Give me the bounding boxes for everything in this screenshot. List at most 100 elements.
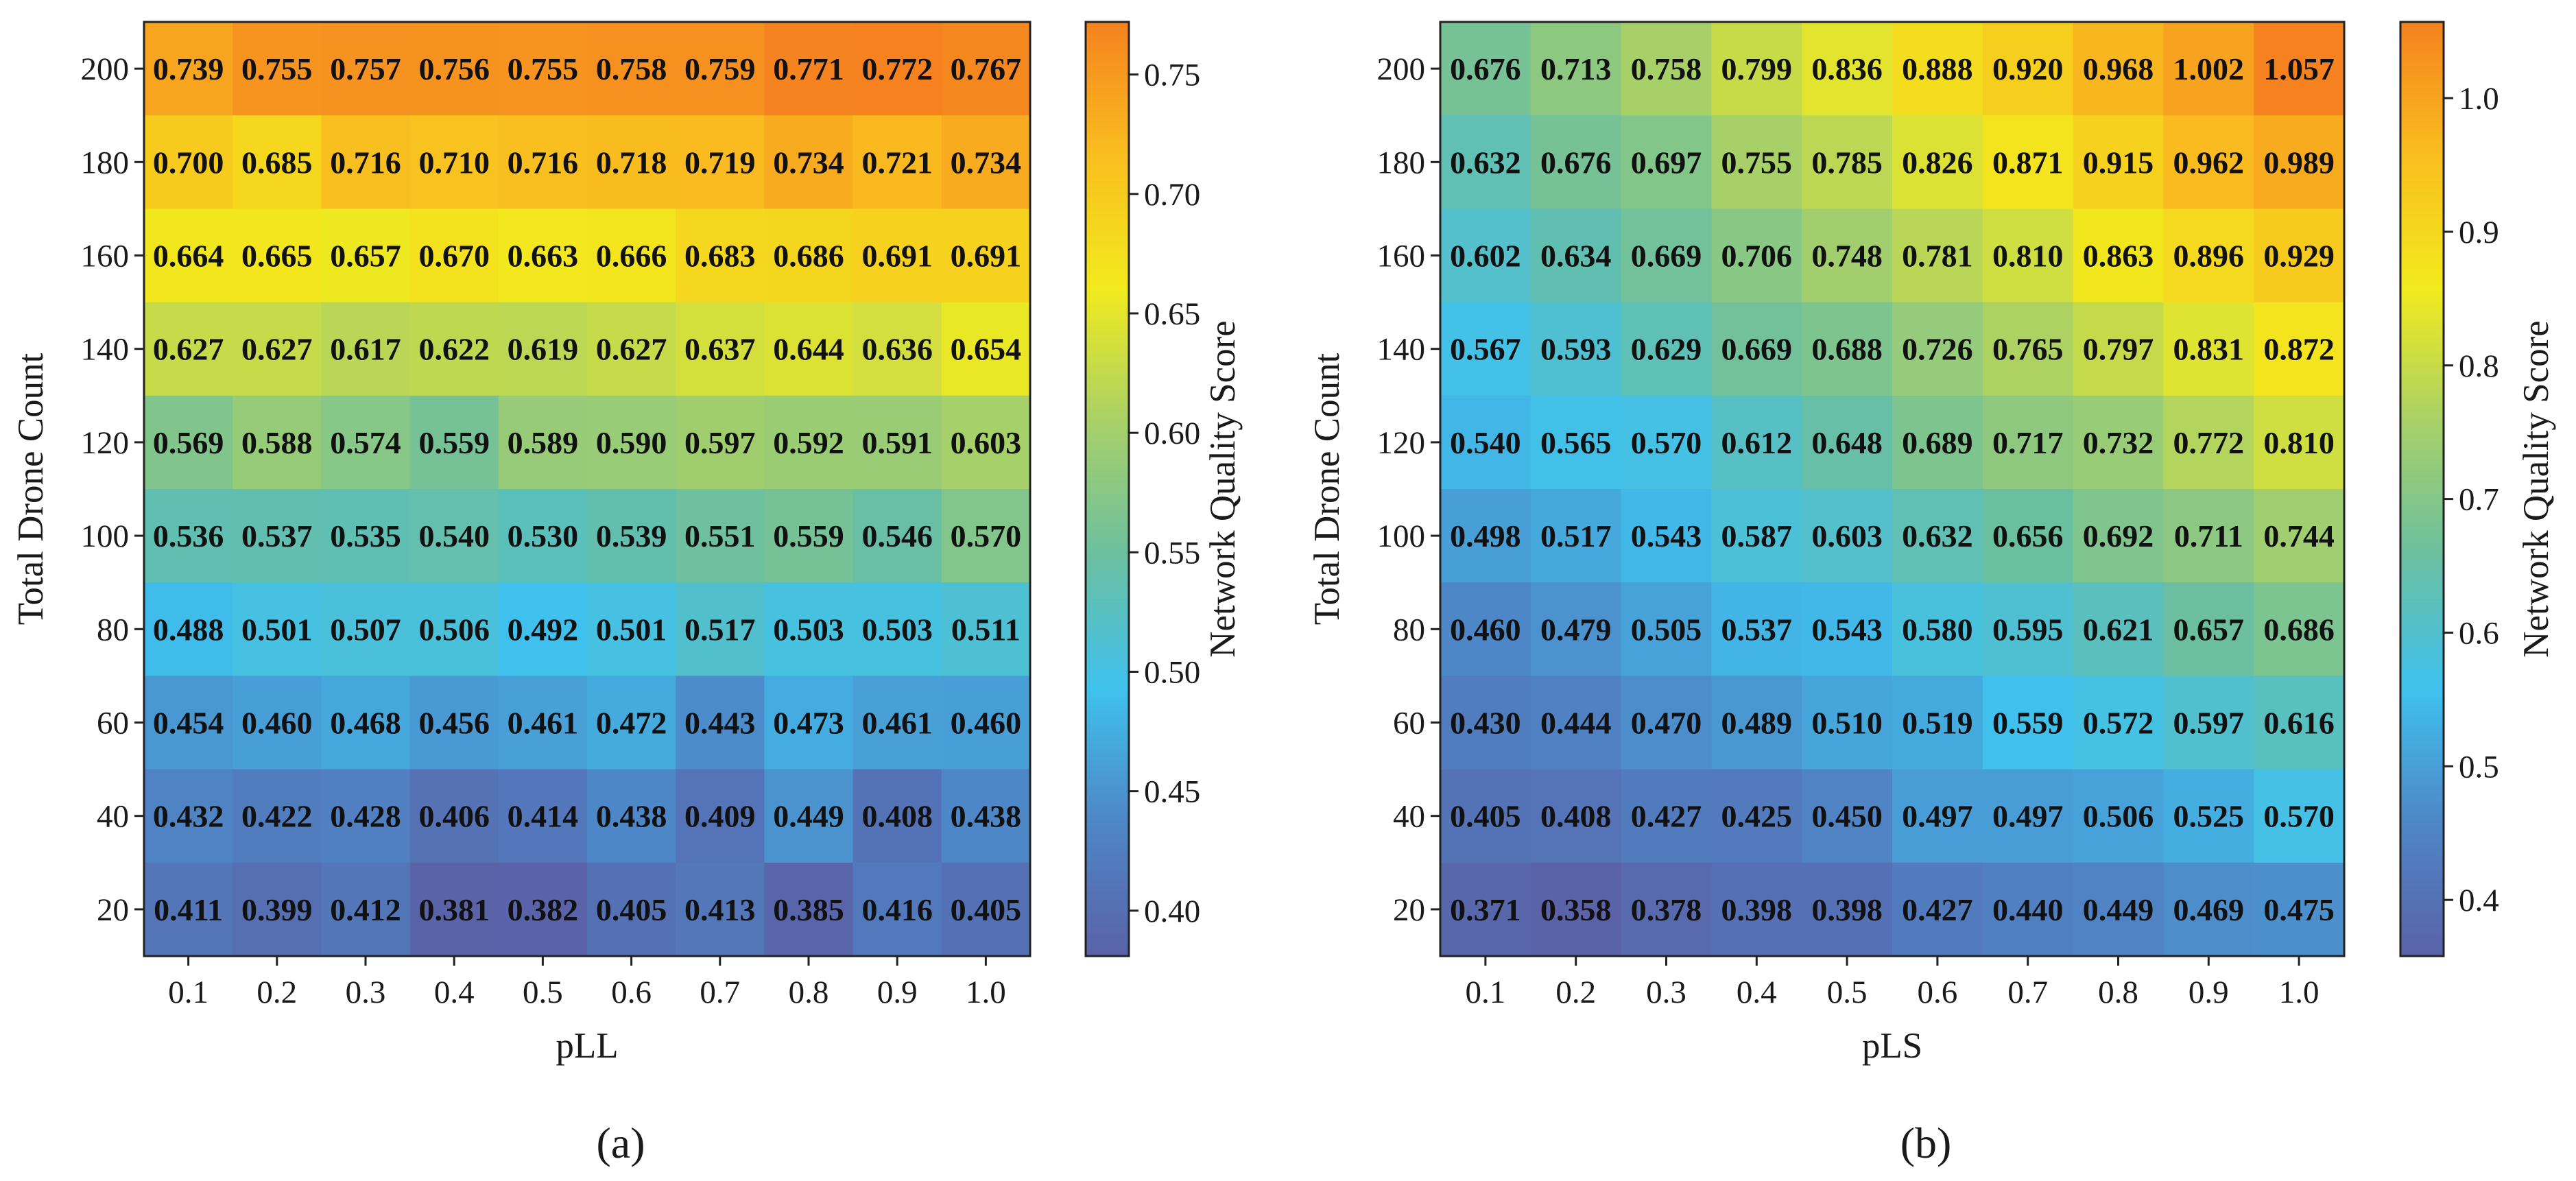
heatmap-cell xyxy=(676,676,765,770)
heatmap-cell xyxy=(1802,862,1893,957)
cell-value-label: 0.428 xyxy=(330,799,401,834)
heatmap-cell xyxy=(941,22,1031,116)
cell-value-label: 0.449 xyxy=(773,799,844,834)
heatmap-cell xyxy=(2254,862,2345,957)
cell-value-label: 0.427 xyxy=(1902,892,1973,927)
cell-value-label: 0.408 xyxy=(1540,799,1612,834)
cell-value-label: 0.511 xyxy=(951,612,1021,647)
x-tick-label: 0.8 xyxy=(2098,975,2138,1010)
cell-value-label: 0.456 xyxy=(418,706,490,741)
cell-value-label: 0.479 xyxy=(1540,612,1612,647)
colorbar-tick-label: 0.4 xyxy=(2459,883,2499,918)
cell-value-label: 0.461 xyxy=(861,706,933,741)
cell-value-label: 0.405 xyxy=(1450,799,1521,834)
heatmap-cell xyxy=(1440,395,1531,490)
cell-value-label: 0.413 xyxy=(684,892,756,927)
heatmap-cells-b: 0.676 0.713 0.758 0.799 0.836 0.888 0.920 0.968… xyxy=(1440,22,2345,957)
x-tick-label: 0.2 xyxy=(1555,975,1596,1010)
cell-value-label: 0.617 xyxy=(330,332,401,367)
x-tick-label: 0.4 xyxy=(1737,975,1777,1010)
heatmap-cell xyxy=(2163,769,2254,863)
cell-value-label: 0.507 xyxy=(330,612,401,647)
cell-value-label: 0.517 xyxy=(684,612,756,647)
cell-value-label: 0.616 xyxy=(2263,706,2335,741)
cell-value-label: 0.744 xyxy=(2263,518,2335,553)
heatmap-cell xyxy=(2073,676,2164,770)
axis-ticks-b: 0.1 0.2 0.3 0.4 0.5 0.6 0.7 0.8 0.9 1.0 200 180 160 1… xyxy=(1377,51,2319,1010)
cell-value-label: 0.772 xyxy=(861,51,933,86)
cell-value-label: 0.535 xyxy=(330,518,401,553)
cell-value-label: 0.443 xyxy=(684,706,756,741)
heatmap-cell xyxy=(1892,769,1983,863)
cell-value-label: 0.543 xyxy=(1811,612,1883,647)
cell-value-label: 0.405 xyxy=(596,892,667,927)
cell-value-label: 0.406 xyxy=(418,799,490,834)
cell-value-label: 0.460 xyxy=(241,706,313,741)
heatmap-cell xyxy=(1711,489,1802,583)
cell-value-label: 0.665 xyxy=(241,239,313,274)
colorbar-label-a: Network Quality Score xyxy=(1203,320,1243,658)
heatmap-cell xyxy=(1440,22,1531,116)
cell-value-label: 0.503 xyxy=(861,612,933,647)
heatmap-cell xyxy=(409,115,499,209)
cell-value-label: 0.710 xyxy=(418,145,490,180)
heatmap-cell xyxy=(232,769,322,863)
cell-value-label: 0.580 xyxy=(1902,612,1973,647)
heatmap-cell xyxy=(498,302,588,396)
heatmap-cell xyxy=(1982,862,2074,957)
colorbar-b xyxy=(2399,21,2445,957)
cell-value-label: 0.497 xyxy=(1992,799,2064,834)
x-tick-label: 0.6 xyxy=(611,975,652,1010)
cell-value-label: 0.686 xyxy=(2263,612,2335,647)
heatmap-cell xyxy=(764,115,854,209)
heatmap-cell xyxy=(852,862,942,957)
cell-value-label: 0.438 xyxy=(951,799,1022,834)
heatmap-cell xyxy=(409,676,499,770)
heatmap-cell xyxy=(764,582,854,676)
heatmap-cell xyxy=(941,862,1031,957)
cell-value-label: 0.836 xyxy=(1811,51,1883,86)
heatmap-cell xyxy=(676,208,765,303)
plot-frame-b xyxy=(1439,21,2346,957)
cell-value-label: 0.498 xyxy=(1450,518,1521,553)
x-tick-label: 0.4 xyxy=(434,975,475,1010)
heatmap-cell xyxy=(2073,489,2164,583)
cell-value-label: 0.627 xyxy=(153,332,224,367)
colorbar-tick-label: 0.65 xyxy=(1144,296,1200,332)
cell-value-label: 0.570 xyxy=(951,518,1022,553)
heatmap-cell xyxy=(321,302,411,396)
heatmap-cell xyxy=(852,208,942,303)
heatmap-cell xyxy=(676,22,765,116)
cell-value-label: 0.968 xyxy=(2083,51,2154,86)
cell-value-label: 0.713 xyxy=(1540,51,1612,86)
heatmap-cell xyxy=(232,582,322,676)
heatmap-cell xyxy=(144,395,233,490)
heatmap-cell xyxy=(1440,862,1531,957)
heatmap-cell xyxy=(409,22,499,116)
heatmap-cell xyxy=(1802,676,1893,770)
cell-value-label: 0.691 xyxy=(951,239,1022,274)
x-tick-label: 1.0 xyxy=(2279,975,2319,1010)
heatmap-cell xyxy=(587,676,676,770)
heatmap-cell xyxy=(1982,22,2074,116)
y-tick-label: 180 xyxy=(81,145,130,180)
heatmap-cell xyxy=(764,489,854,583)
heatmap-cell xyxy=(2163,22,2254,116)
colorbar-a xyxy=(1084,21,1130,957)
heatmap-cell xyxy=(1621,769,1712,863)
colorbar-tick-label: 0.50 xyxy=(1144,654,1200,690)
heatmap-cell xyxy=(1530,302,1622,396)
cell-value-label: 0.734 xyxy=(773,145,844,180)
y-tick-label: 140 xyxy=(1377,332,1426,368)
heatmap-cell xyxy=(1711,22,1802,116)
cell-value-label: 0.799 xyxy=(1721,51,1793,86)
heatmap-cell xyxy=(1982,395,2074,490)
cell-value-label: 0.530 xyxy=(508,518,579,553)
cell-value-label: 1.057 xyxy=(2263,51,2335,86)
heatmap-cells-a: 0.739 0.755 0.757 0.756 0.755 0.758 0.759 0.771… xyxy=(144,22,1031,957)
cell-value-label: 0.540 xyxy=(418,518,490,553)
heatmap-cell xyxy=(1982,676,2074,770)
heatmap-cell xyxy=(1982,582,2074,676)
heatmap-cell xyxy=(1621,115,1712,209)
heatmap-cell xyxy=(587,395,676,490)
